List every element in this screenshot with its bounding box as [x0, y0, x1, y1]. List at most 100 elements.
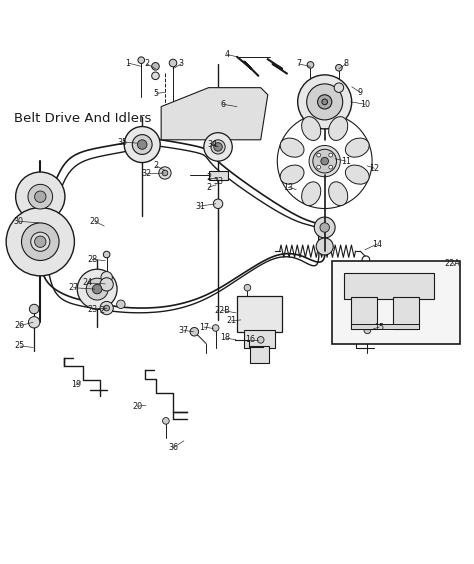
Text: 32: 32: [141, 169, 151, 178]
Text: 18: 18: [220, 333, 230, 342]
Text: 14: 14: [372, 240, 382, 249]
Text: 36: 36: [168, 443, 178, 452]
Text: 15: 15: [374, 323, 384, 332]
Ellipse shape: [280, 165, 304, 184]
Text: 13: 13: [283, 183, 293, 192]
Circle shape: [211, 140, 225, 154]
Text: 8: 8: [344, 59, 348, 68]
Circle shape: [124, 126, 160, 162]
Circle shape: [190, 328, 199, 336]
Ellipse shape: [301, 182, 321, 206]
Circle shape: [212, 325, 219, 331]
Text: 6: 6: [220, 100, 225, 109]
Circle shape: [138, 57, 145, 64]
Text: 37: 37: [179, 326, 189, 335]
Text: 1: 1: [126, 59, 130, 68]
Circle shape: [28, 316, 40, 328]
Circle shape: [336, 64, 342, 71]
Bar: [332, 261, 460, 343]
Circle shape: [100, 301, 113, 315]
Text: Belt Drive And Idlers: Belt Drive And Idlers: [14, 112, 152, 125]
Text: 17: 17: [199, 323, 209, 332]
Circle shape: [307, 61, 314, 68]
Ellipse shape: [346, 165, 369, 184]
Circle shape: [317, 165, 320, 169]
Circle shape: [103, 251, 110, 258]
Bar: [393, 297, 419, 329]
Bar: [250, 346, 269, 363]
Text: 2: 2: [206, 173, 211, 182]
Circle shape: [104, 305, 109, 311]
Text: 21: 21: [226, 316, 237, 325]
Text: 19: 19: [71, 380, 81, 389]
Circle shape: [6, 208, 74, 276]
Ellipse shape: [280, 138, 304, 157]
Bar: [351, 324, 419, 329]
Circle shape: [169, 59, 177, 67]
Circle shape: [35, 236, 46, 248]
Circle shape: [137, 140, 147, 149]
Circle shape: [320, 223, 329, 232]
Text: 2: 2: [154, 161, 159, 170]
Text: 24: 24: [82, 279, 93, 288]
Text: 35: 35: [117, 138, 128, 147]
Text: 30: 30: [13, 217, 23, 226]
Circle shape: [101, 272, 112, 283]
Bar: [344, 272, 434, 298]
Text: 28: 28: [87, 255, 98, 264]
Circle shape: [307, 84, 343, 120]
Circle shape: [92, 284, 102, 294]
Text: 22A: 22A: [445, 258, 461, 267]
Circle shape: [329, 153, 333, 157]
Circle shape: [364, 327, 371, 334]
Text: 10: 10: [360, 100, 370, 109]
Text: 31: 31: [195, 202, 205, 211]
Polygon shape: [161, 87, 268, 140]
Circle shape: [298, 75, 352, 129]
Text: 29: 29: [90, 217, 100, 226]
Text: 20: 20: [132, 402, 143, 411]
Text: 2: 2: [100, 306, 104, 315]
Circle shape: [318, 95, 332, 109]
Text: 9: 9: [358, 88, 363, 97]
Text: 5: 5: [154, 89, 159, 98]
Circle shape: [317, 153, 320, 157]
Bar: [209, 170, 228, 180]
Text: 22B: 22B: [214, 306, 230, 315]
Text: 25: 25: [15, 341, 25, 350]
Text: 16: 16: [245, 336, 255, 345]
Circle shape: [16, 172, 65, 221]
Bar: [244, 331, 275, 349]
Circle shape: [316, 238, 333, 255]
Ellipse shape: [328, 182, 348, 206]
Text: 27: 27: [68, 283, 79, 292]
Bar: [237, 296, 282, 332]
Text: 11: 11: [341, 157, 351, 166]
Text: 7: 7: [296, 59, 301, 68]
Circle shape: [244, 284, 251, 291]
Text: 26: 26: [15, 321, 25, 330]
Circle shape: [204, 133, 232, 161]
Circle shape: [159, 167, 171, 179]
Circle shape: [162, 170, 168, 176]
Circle shape: [77, 269, 117, 309]
Circle shape: [329, 165, 333, 169]
Circle shape: [29, 305, 39, 314]
Circle shape: [86, 278, 108, 300]
Text: 12: 12: [369, 164, 380, 173]
Text: 4: 4: [225, 50, 230, 59]
Circle shape: [100, 277, 113, 291]
Text: 23: 23: [87, 305, 98, 314]
Bar: [351, 297, 377, 329]
Circle shape: [314, 217, 335, 238]
Circle shape: [35, 191, 46, 202]
Text: 3: 3: [179, 59, 183, 68]
Circle shape: [313, 149, 337, 173]
Text: 34: 34: [207, 140, 218, 149]
Ellipse shape: [301, 117, 321, 140]
Ellipse shape: [346, 138, 369, 157]
Circle shape: [132, 135, 152, 155]
Circle shape: [309, 146, 340, 177]
Circle shape: [334, 83, 344, 92]
Circle shape: [214, 143, 222, 151]
